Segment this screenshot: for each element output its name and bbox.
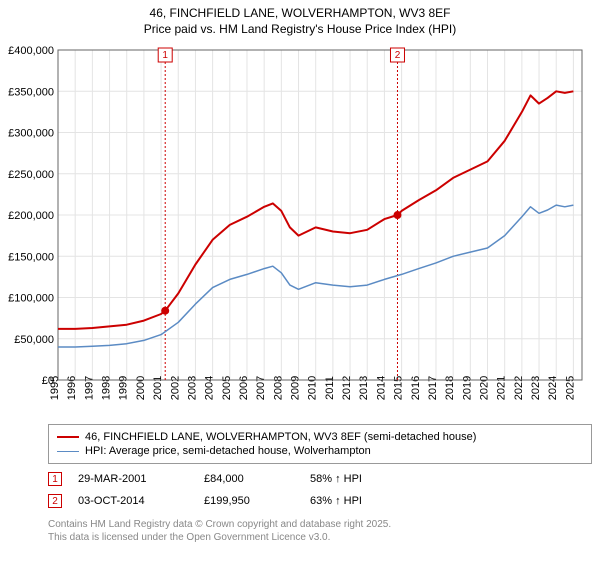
svg-text:2014: 2014 [375, 376, 387, 400]
svg-text:2023: 2023 [530, 376, 542, 400]
svg-text:1998: 1998 [101, 376, 113, 400]
sale-row: 2 03-OCT-2014 £199,950 63% ↑ HPI [48, 494, 592, 508]
svg-text:2017: 2017 [427, 376, 439, 400]
svg-text:1997: 1997 [83, 376, 95, 400]
legend-item: HPI: Average price, semi-detached house,… [57, 445, 583, 457]
sale-price: £199,950 [204, 495, 294, 507]
svg-text:2: 2 [395, 50, 401, 61]
title-line-1: 46, FINCHFIELD LANE, WOLVERHAMPTON, WV3 … [0, 6, 600, 20]
sale-date: 03-OCT-2014 [78, 495, 188, 507]
chart-area: £0£50,000£100,000£150,000£200,000£250,00… [8, 40, 592, 420]
sale-hpi: 58% ↑ HPI [310, 473, 592, 485]
sale-hpi: 63% ↑ HPI [310, 495, 592, 507]
svg-text:2003: 2003 [186, 376, 198, 400]
svg-text:2002: 2002 [169, 376, 181, 400]
root: 46, FINCHFIELD LANE, WOLVERHAMPTON, WV3 … [0, 6, 600, 566]
svg-text:1999: 1999 [118, 376, 130, 400]
svg-text:2007: 2007 [255, 376, 267, 400]
svg-text:1995: 1995 [49, 376, 61, 400]
line-chart: £0£50,000£100,000£150,000£200,000£250,00… [8, 40, 592, 420]
svg-text:2005: 2005 [221, 376, 233, 400]
sale-row: 1 29-MAR-2001 £84,000 58% ↑ HPI [48, 472, 592, 486]
svg-text:2016: 2016 [410, 376, 422, 400]
sales-list: 1 29-MAR-2001 £84,000 58% ↑ HPI 2 03-OCT-2014… [0, 472, 600, 508]
svg-text:2015: 2015 [393, 376, 405, 400]
legend: 46, FINCHFIELD LANE, WOLVERHAMPTON, WV3 … [48, 424, 592, 464]
svg-text:1996: 1996 [66, 376, 78, 400]
svg-text:2004: 2004 [204, 376, 216, 400]
svg-text:£50,000: £50,000 [14, 334, 54, 346]
svg-text:£200,000: £200,000 [8, 210, 54, 222]
legend-label: 46, FINCHFIELD LANE, WOLVERHAMPTON, WV3 … [85, 431, 476, 443]
sale-marker-box: 2 [48, 494, 62, 508]
svg-text:£150,000: £150,000 [8, 251, 54, 263]
legend-swatch [57, 451, 79, 452]
svg-text:2019: 2019 [461, 376, 473, 400]
svg-text:£300,000: £300,000 [8, 128, 54, 140]
svg-text:2013: 2013 [358, 376, 370, 400]
sale-marker-box: 1 [48, 472, 62, 486]
svg-text:2001: 2001 [152, 376, 164, 400]
svg-text:2008: 2008 [272, 376, 284, 400]
svg-text:1: 1 [162, 50, 168, 61]
footer: Contains HM Land Registry data © Crown c… [48, 518, 592, 544]
footer-line-2: This data is licensed under the Open Gov… [48, 531, 592, 544]
svg-text:2000: 2000 [135, 376, 147, 400]
svg-text:£350,000: £350,000 [8, 86, 54, 98]
svg-text:£100,000: £100,000 [8, 293, 54, 305]
svg-text:2022: 2022 [513, 376, 525, 400]
svg-text:2010: 2010 [307, 376, 319, 400]
legend-label: HPI: Average price, semi-detached house,… [85, 445, 371, 457]
svg-text:2018: 2018 [444, 376, 456, 400]
svg-text:2024: 2024 [547, 376, 559, 400]
legend-item: 46, FINCHFIELD LANE, WOLVERHAMPTON, WV3 … [57, 431, 583, 443]
sale-date: 29-MAR-2001 [78, 473, 188, 485]
svg-text:2012: 2012 [341, 376, 353, 400]
svg-text:2006: 2006 [238, 376, 250, 400]
svg-text:2025: 2025 [564, 376, 576, 400]
svg-text:2009: 2009 [290, 376, 302, 400]
legend-swatch [57, 436, 79, 438]
svg-text:£250,000: £250,000 [8, 169, 54, 181]
svg-text:2021: 2021 [496, 376, 508, 400]
title-line-2: Price paid vs. HM Land Registry's House … [0, 22, 600, 36]
sale-price: £84,000 [204, 473, 294, 485]
svg-text:£400,000: £400,000 [8, 45, 54, 57]
svg-text:2020: 2020 [479, 376, 491, 400]
footer-line-1: Contains HM Land Registry data © Crown c… [48, 518, 592, 531]
